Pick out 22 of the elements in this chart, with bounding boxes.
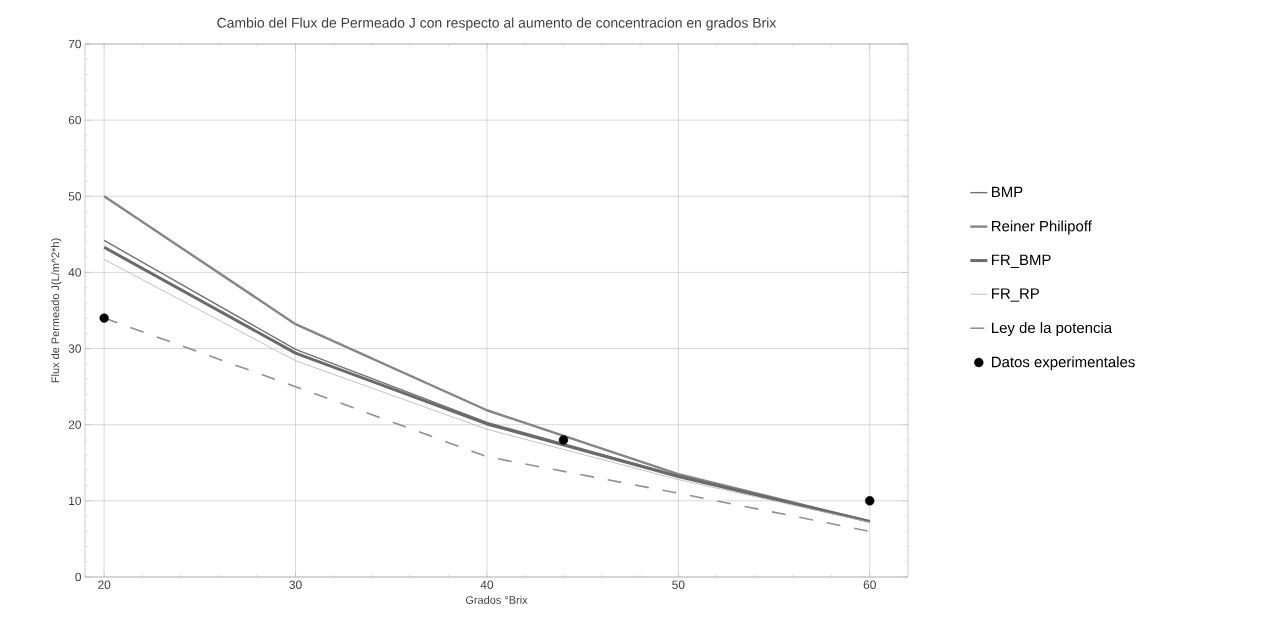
x-tick-label: 50 — [672, 580, 685, 589]
x-tick-label: 30 — [289, 580, 302, 589]
y-tick-label: 30 — [68, 344, 82, 353]
y-tick-label: 0 — [75, 572, 82, 582]
legend-label: FR_BMP — [992, 254, 1051, 268]
y-tick-label: 10 — [69, 496, 82, 506]
legend-label: Datos experimentales — [992, 356, 1135, 371]
x-tick-label: 40 — [480, 580, 494, 589]
y-tick-label: 60 — [68, 115, 82, 125]
y-tick-label: 70 — [68, 39, 82, 49]
y-axis-title: Flux de Permeado J(L/m^2*h) — [51, 238, 62, 383]
legend-label: FR_RP — [992, 288, 1039, 302]
y-tick-label: 50 — [68, 192, 82, 201]
legend-label: BMP — [992, 186, 1023, 198]
x-tick-label: 20 — [98, 580, 111, 589]
legend-label: Reiner Philipoff — [992, 220, 1092, 235]
x-axis-title: Grados °Brix — [465, 595, 528, 604]
y-tick-label: 40 — [68, 268, 82, 277]
legend-label: Ley de la potencia — [992, 322, 1113, 336]
x-tick-label: 60 — [863, 580, 876, 589]
chart-title: Cambio del Flux de Permeado J con respecto al aumento de concentracion en grados Brix — [217, 17, 777, 31]
y-tick-label: 20 — [68, 420, 82, 429]
